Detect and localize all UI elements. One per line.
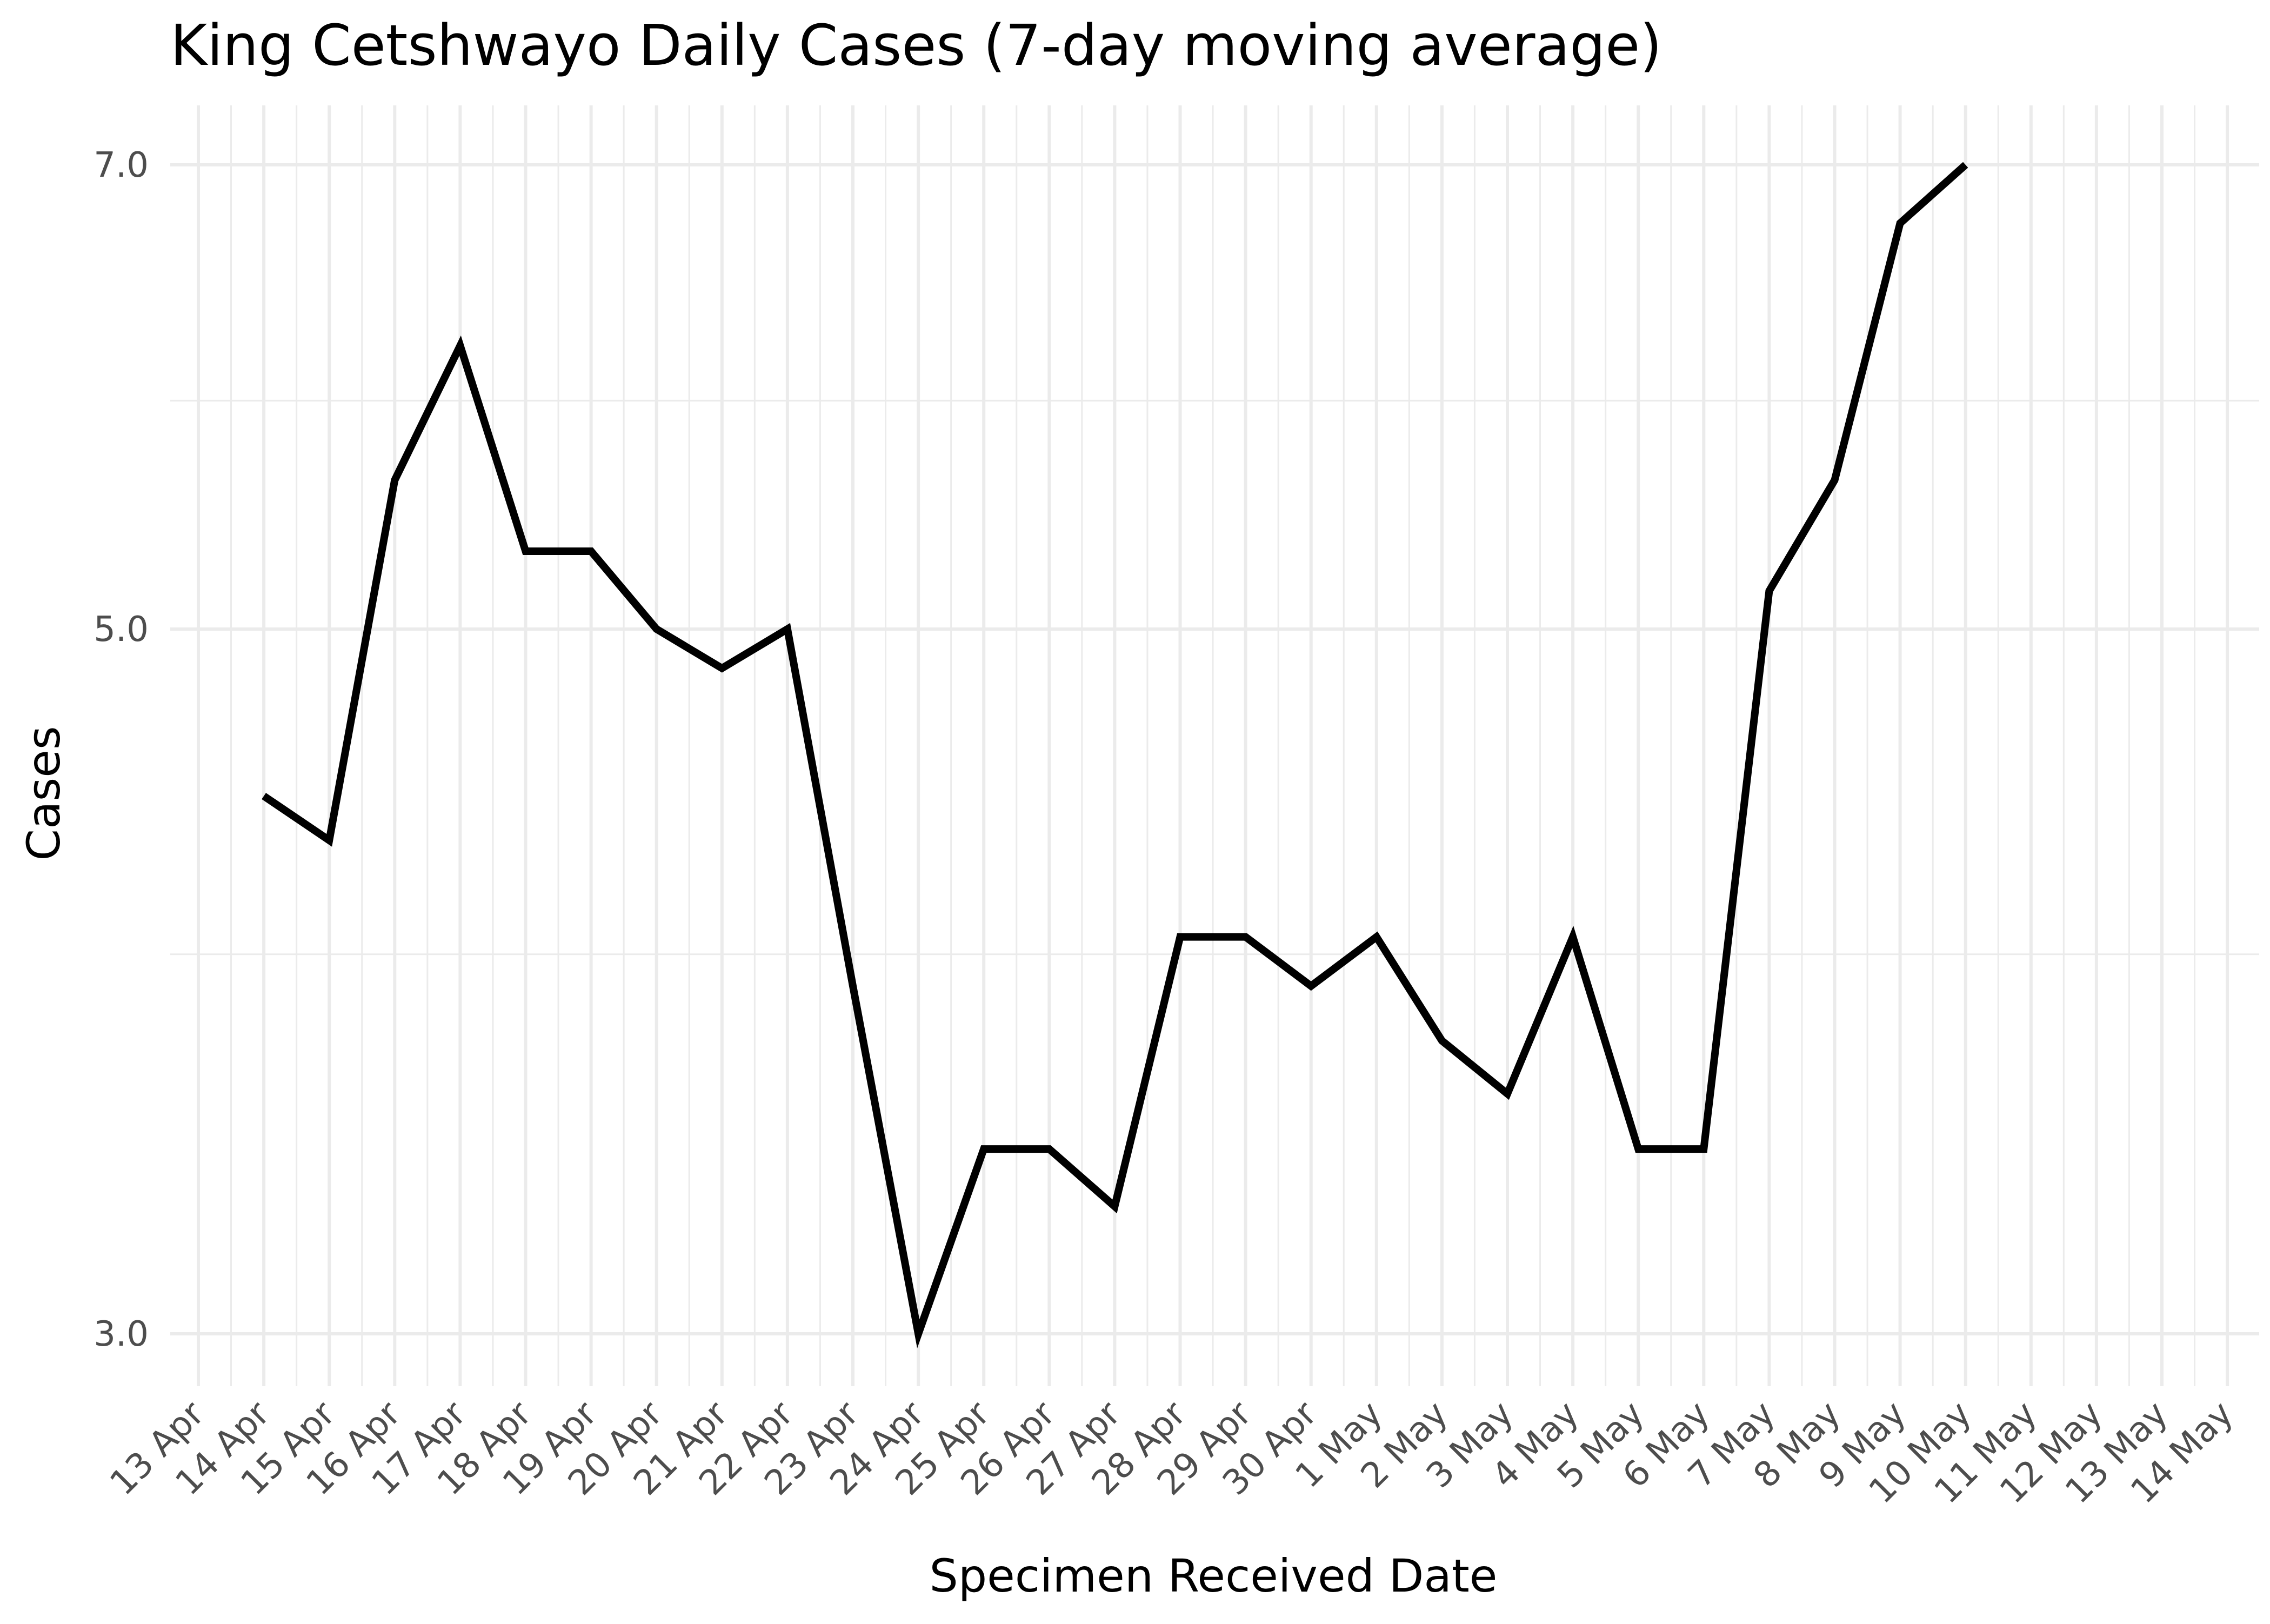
chart-title: King Cetshwayo Daily Cases (7-day moving… (170, 12, 1662, 78)
data-point (1965, 164, 1966, 165)
data-point (263, 796, 264, 797)
data-point (1507, 1093, 1508, 1094)
series-layer (262, 162, 1968, 1348)
data-point (394, 479, 395, 480)
data-point (1114, 1206, 1115, 1207)
y-tick-label: 3.0 (94, 1314, 149, 1354)
data-point (918, 1333, 919, 1334)
data-point (1703, 1148, 1704, 1150)
data-point (1900, 223, 1901, 224)
data-point (1768, 590, 1770, 591)
data-point (1572, 937, 1573, 938)
data-point (1441, 1040, 1443, 1041)
data-point (329, 840, 330, 841)
data-point (656, 629, 657, 630)
data-point (852, 986, 853, 987)
series-line (262, 162, 1968, 1348)
data-point (1638, 1148, 1639, 1150)
data-point (1245, 937, 1246, 938)
data-point (1311, 986, 1312, 987)
data-point (983, 1148, 984, 1150)
y-axis-ticks: 3.0 5.0 7.0 (94, 145, 149, 1354)
data-point (591, 551, 592, 552)
x-axis-title: Specimen Received Date (930, 1549, 1498, 1602)
data-point (722, 667, 723, 669)
y-axis-title: Cases (17, 726, 70, 860)
y-tick-label: 7.0 (94, 145, 149, 185)
grid-layer (170, 105, 2259, 1386)
data-point (1049, 1148, 1050, 1150)
data-point (1180, 937, 1181, 938)
data-point (459, 345, 460, 346)
data-point (525, 551, 526, 552)
data-point (1376, 937, 1377, 938)
data-point (1834, 479, 1835, 480)
data-point (787, 629, 788, 630)
y-tick-label: 5.0 (94, 610, 149, 650)
